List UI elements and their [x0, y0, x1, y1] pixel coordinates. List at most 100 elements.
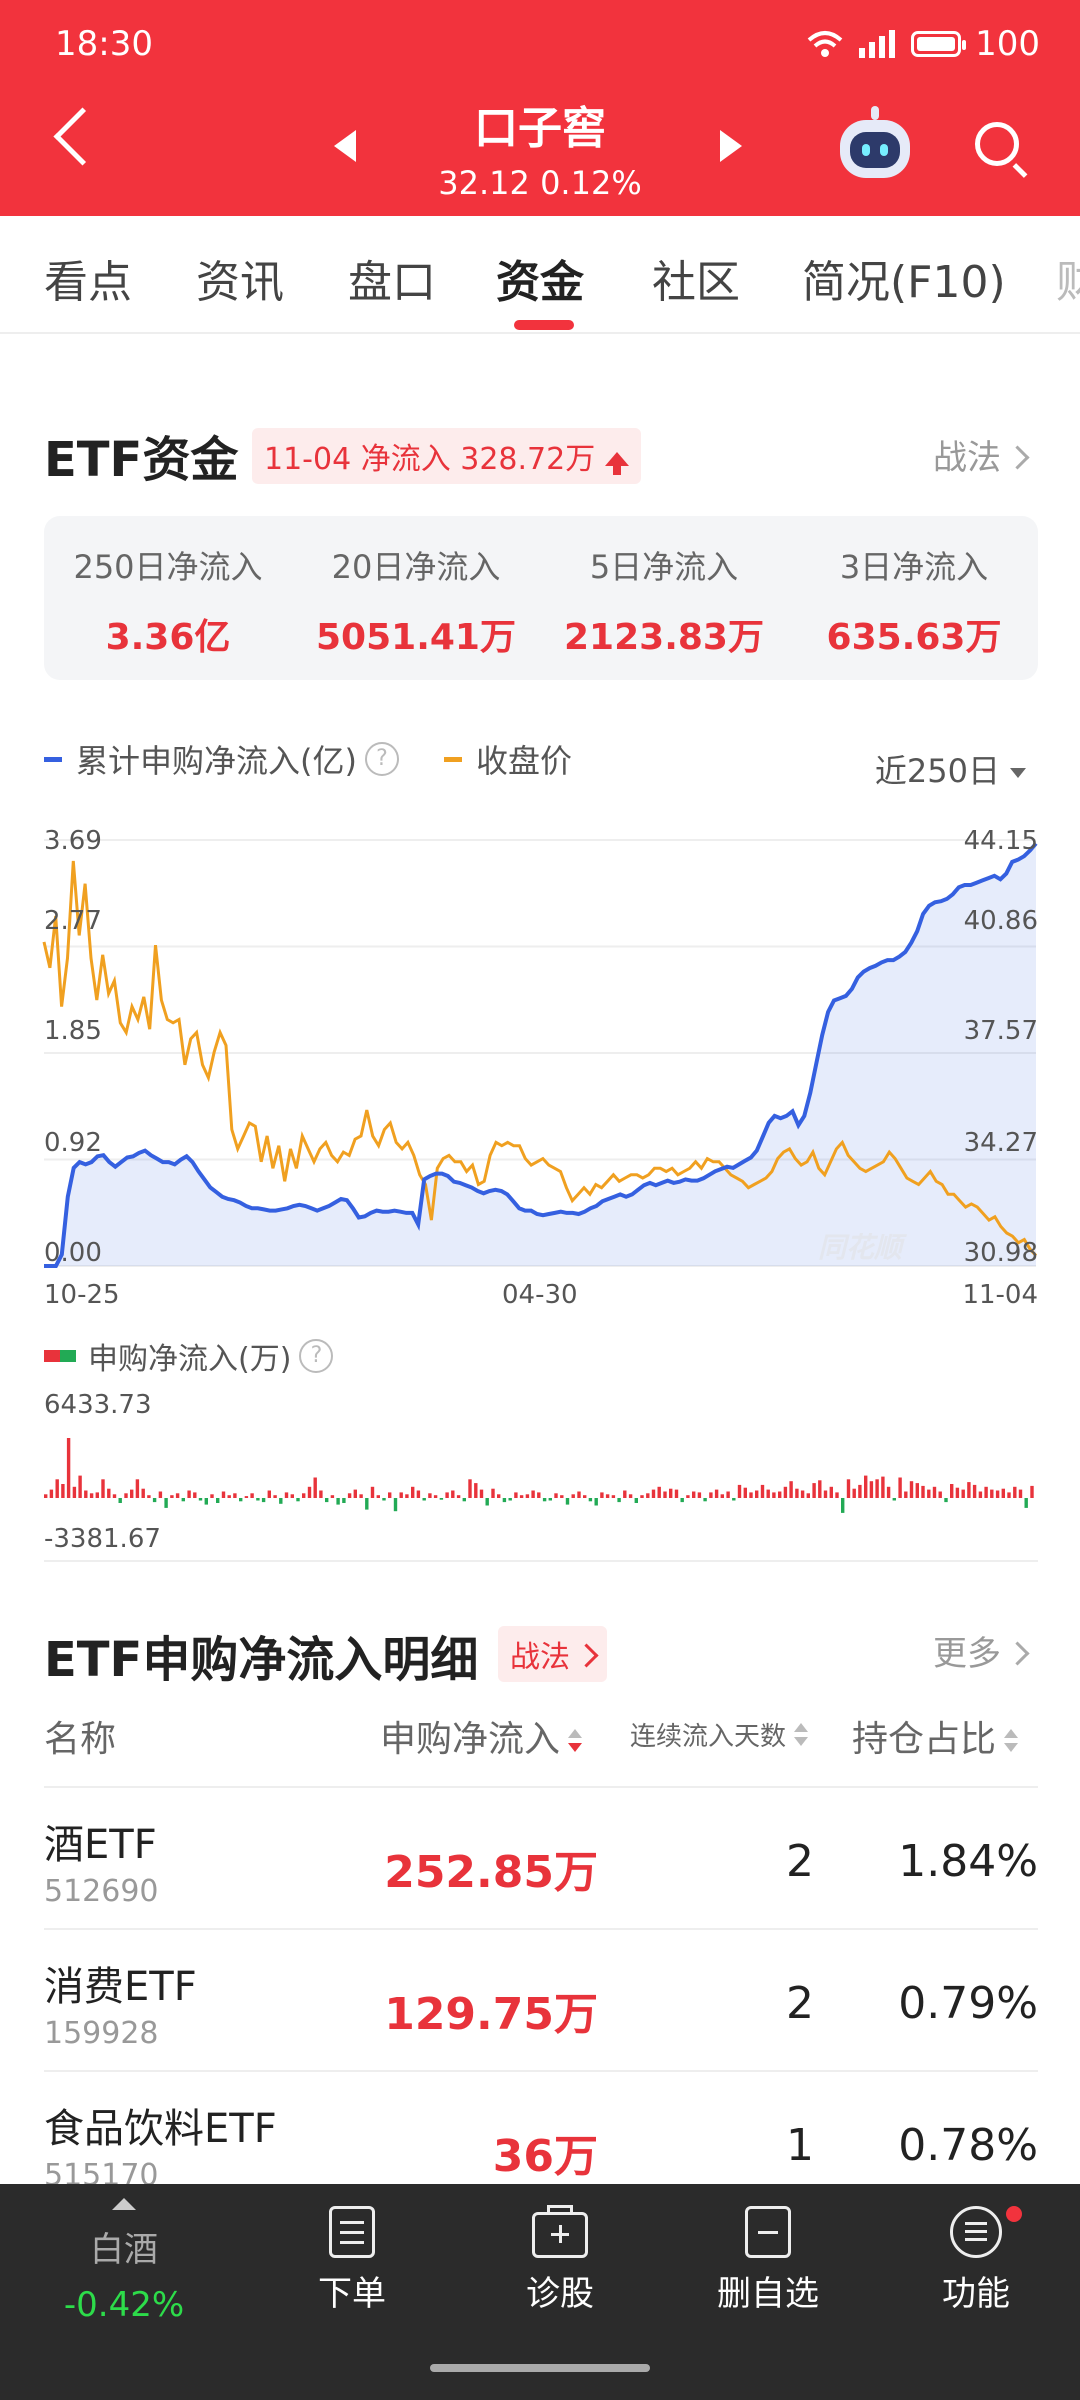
inflow-bar: [95, 1492, 99, 1498]
inflow-bar: [66, 1438, 71, 1498]
order-button[interactable]: 下单: [282, 2206, 422, 2315]
range-selector[interactable]: 近250日: [875, 746, 1026, 792]
inflow-bar: [187, 1490, 191, 1498]
inflow-bar: [881, 1476, 885, 1498]
legend-series2-label: 收盘价: [476, 742, 573, 780]
col-holding-label: 持仓占比: [852, 1719, 997, 1760]
etf-inflow: 252.85万: [384, 1847, 598, 1898]
etf-holding: 0.78%: [898, 2120, 1038, 2171]
inflow-bar: [909, 1481, 914, 1498]
line-chart: [42, 839, 1038, 1268]
inflow-bar: [72, 1486, 77, 1498]
inflow-bar: [1007, 1492, 1011, 1498]
col-holding[interactable]: 持仓占比: [852, 1710, 1019, 1762]
inflow-stats-box: 250日净流入 3.36亿 20日净流入 5051.41万 5日净流入 2123…: [44, 516, 1038, 680]
diagnose-button[interactable]: 诊股: [490, 2205, 630, 2315]
inflow-bar: [904, 1491, 908, 1498]
strategy-badge[interactable]: 战法: [498, 1626, 607, 1682]
next-stock-icon[interactable]: [720, 130, 742, 162]
inflow-bar: [118, 1498, 122, 1503]
tab-pankou[interactable]: 盘口: [348, 257, 436, 308]
inflow-bar: [433, 1495, 438, 1498]
col-inflow[interactable]: 申购净流入: [380, 1710, 583, 1762]
inflow-bar: [726, 1491, 730, 1498]
search-icon[interactable]: [975, 122, 1019, 166]
inflow-bar: [560, 1495, 564, 1498]
tab-shequ[interactable]: 社区: [652, 257, 740, 308]
help-icon[interactable]: ?: [299, 1339, 334, 1373]
inflow-bar: [181, 1498, 185, 1502]
inflow-bar: [456, 1495, 461, 1498]
inflow-bar: [720, 1494, 724, 1498]
prev-stock-icon[interactable]: [334, 130, 356, 162]
inflow-bar: [1013, 1486, 1017, 1498]
signal-icon: [859, 30, 896, 58]
left-tick-1: 2.77: [44, 906, 102, 936]
tab-zixun[interactable]: 资讯: [196, 257, 284, 308]
table-row[interactable]: 消费ETF 159928 129.75万 2 0.79%: [44, 1928, 1038, 2072]
inflow-bar: [55, 1479, 59, 1498]
function-label: 功能: [942, 2274, 1010, 2314]
col-days[interactable]: 连续流入天数: [630, 1716, 809, 1753]
back-icon[interactable]: [53, 107, 112, 166]
inflow-bar: [611, 1495, 616, 1498]
inflow-bar: [605, 1494, 610, 1498]
etf-inflow: 36万: [492, 2131, 598, 2182]
bar-min-label: -3381.67: [44, 1524, 161, 1554]
inflow-bar: [422, 1498, 426, 1501]
more-link[interactable]: 更多: [933, 1626, 1030, 1675]
tab-zijin[interactable]: 资金: [496, 257, 584, 308]
inflow-bar: [353, 1489, 357, 1498]
inflow-bar: [846, 1479, 851, 1498]
active-tab-indicator: [514, 320, 574, 330]
sector-name: 白酒: [90, 2230, 158, 2270]
bar-chart-title: 申购净流入(万): [88, 1342, 292, 1377]
inflow-bar: [680, 1498, 684, 1503]
table-row[interactable]: 酒ETF 512690 252.85万 2 1.84%: [44, 1786, 1038, 1930]
legend-series1: 累计申购净流入(亿) ?: [44, 736, 399, 782]
inflow-bar: [250, 1493, 254, 1498]
order-label: 下单: [318, 2274, 386, 2314]
etf-code: 159928: [44, 2016, 159, 2051]
inflow-bar: [583, 1495, 587, 1498]
inflow-bar: [342, 1498, 346, 1503]
inflow-bar: [130, 1489, 134, 1498]
inflow-bar: [164, 1498, 168, 1508]
inflow-bar: [921, 1485, 925, 1498]
strategy-link[interactable]: 战法: [933, 430, 1030, 479]
bar-max-label: 6433.73: [44, 1390, 152, 1420]
home-indicator[interactable]: [430, 2364, 650, 2372]
robot-assistant-icon[interactable]: [840, 106, 910, 178]
legend-green-marker: [60, 1350, 76, 1362]
inflow-bar: [296, 1498, 300, 1502]
etf-days: 1: [786, 2120, 814, 2171]
etf-name: 消费ETF: [44, 1964, 197, 2010]
inflow-bar: [686, 1495, 690, 1498]
inflow-bar: [1030, 1485, 1034, 1498]
inflow-bar: [84, 1490, 88, 1498]
remove-label: 删自选: [717, 2274, 819, 2314]
inflow-bar: [279, 1498, 283, 1504]
sector-indicator[interactable]: 白酒 -0.42%: [54, 2198, 194, 2325]
inflow-bar: [944, 1498, 948, 1503]
help-icon[interactable]: ?: [364, 742, 399, 776]
right-tick-4: 30.98: [963, 1238, 1038, 1268]
inflow-bar: [330, 1495, 335, 1498]
inflow-bar: [932, 1486, 937, 1498]
diagnose-label: 诊股: [526, 2274, 594, 2314]
function-button[interactable]: 功能: [906, 2206, 1046, 2315]
col-name: 名称: [44, 1719, 117, 1760]
inflow-bar: [892, 1498, 896, 1501]
inflow-bar: [657, 1486, 661, 1498]
tab-kandian[interactable]: 看点: [44, 257, 132, 308]
legend-series2: 收盘价: [444, 736, 572, 782]
inflow-bar: [359, 1494, 363, 1498]
stock-price-change: 32.12 0.12%: [438, 164, 642, 202]
tab-jiankuang[interactable]: 简况(F10): [802, 257, 1006, 308]
tab-caiwu[interactable]: 财: [1056, 257, 1080, 308]
remove-watchlist-button[interactable]: 删自选: [698, 2206, 838, 2315]
top-bar: 18:30 100 口子窖 32.12 0.12%: [0, 0, 1080, 216]
inflow-bar: [44, 1494, 48, 1498]
stat-label: 250日净流入: [73, 548, 263, 586]
wifi-icon: [807, 31, 843, 57]
